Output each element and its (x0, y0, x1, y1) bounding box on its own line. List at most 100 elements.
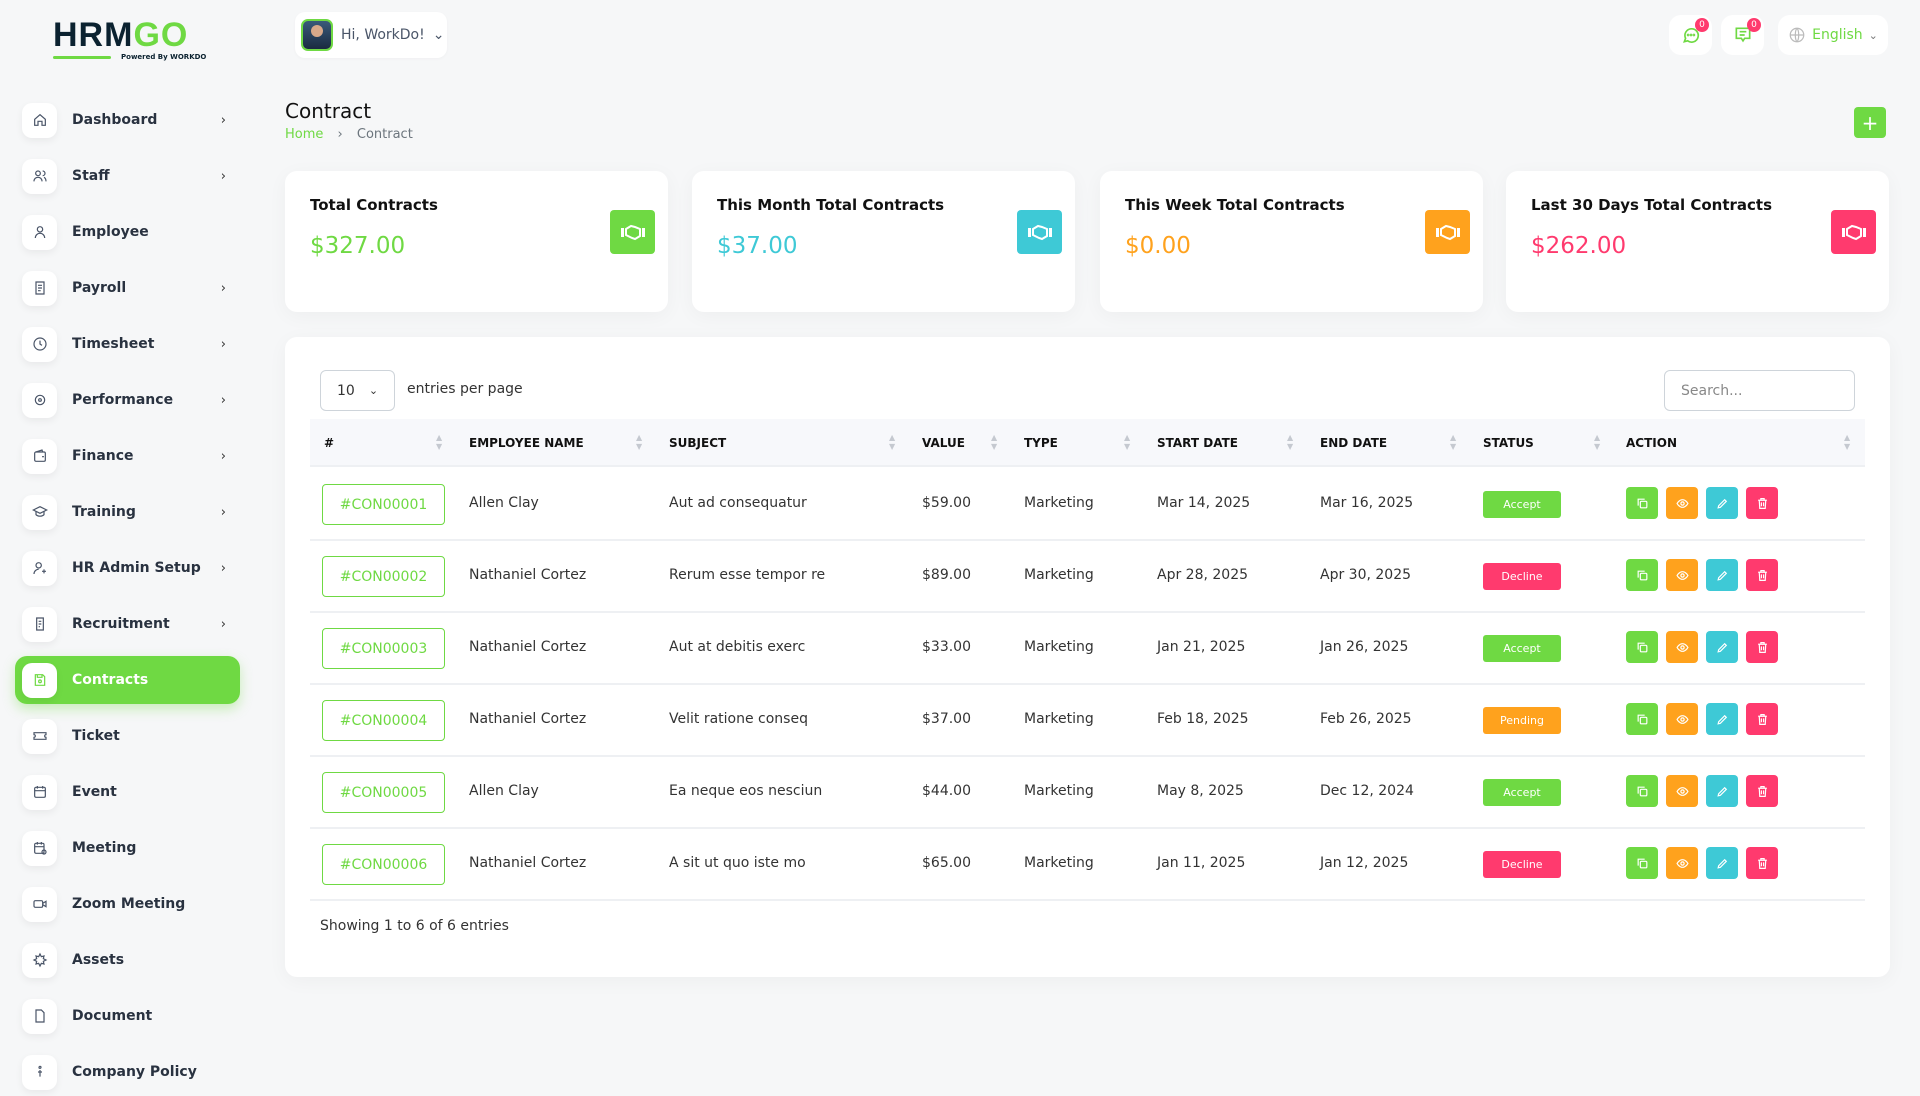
sort-icon[interactable]: ▲ ▼ (1594, 433, 1601, 451)
sidebar-item-document[interactable]: Document (15, 992, 240, 1040)
copy-button[interactable] (1626, 487, 1658, 519)
cell-type: Marketing (1024, 567, 1094, 583)
copy-button[interactable] (1626, 559, 1658, 591)
table-row: #CON00005 Allen Clay Ea neque eos nesciun $… (310, 757, 1865, 829)
sidebar-item-recruitment[interactable]: Recruitment › (15, 600, 240, 648)
breadcrumb-home[interactable]: Home (285, 127, 324, 142)
view-button[interactable] (1666, 559, 1698, 591)
sort-icon[interactable]: ▲ ▼ (991, 433, 998, 451)
chevron-right-icon: › (220, 336, 226, 352)
sidebar-item-payroll[interactable]: Payroll › (15, 264, 240, 312)
view-button[interactable] (1666, 703, 1698, 735)
delete-button[interactable] (1746, 487, 1778, 519)
sidebar-item-timesheet[interactable]: Timesheet › (15, 320, 240, 368)
sort-icon[interactable]: ▲ ▼ (1844, 433, 1851, 451)
cell-start: Mar 14, 2025 (1157, 495, 1251, 511)
view-button[interactable] (1666, 487, 1698, 519)
sidebar-item-contracts[interactable]: Contracts (15, 656, 240, 704)
edit-button[interactable] (1706, 559, 1738, 591)
edit-button[interactable] (1706, 703, 1738, 735)
cell-value: $37.00 (922, 711, 971, 727)
target-icon (22, 382, 57, 418)
sidebar-item-staff[interactable]: Staff › (15, 152, 240, 200)
sort-icon[interactable]: ▲ ▼ (636, 433, 643, 451)
edit-button[interactable] (1706, 775, 1738, 807)
sort-icon[interactable]: ▲ ▼ (1287, 433, 1294, 451)
column-header[interactable]: TYPE (1024, 436, 1058, 450)
copy-button[interactable] (1626, 775, 1658, 807)
sort-icon[interactable]: ▲ ▼ (436, 433, 443, 451)
copy-button[interactable] (1626, 847, 1658, 879)
delete-button[interactable] (1746, 559, 1778, 591)
cell-end: Mar 16, 2025 (1320, 495, 1414, 511)
sidebar-item-training[interactable]: Training › (15, 488, 240, 536)
delete-button[interactable] (1746, 775, 1778, 807)
contract-id-button[interactable]: #CON00001 (322, 484, 445, 525)
contract-id-button[interactable]: #CON00004 (322, 700, 445, 741)
search-input[interactable] (1664, 370, 1855, 411)
sidebar-item-employee[interactable]: Employee (15, 208, 240, 256)
view-button[interactable] (1666, 631, 1698, 663)
language-selector[interactable]: English ⌄ (1778, 15, 1888, 55)
edit-button[interactable] (1706, 847, 1738, 879)
sidebar-item-label: HR Admin Setup (72, 560, 201, 576)
sort-icon[interactable]: ▲ ▼ (1124, 433, 1131, 451)
calendar-icon (22, 774, 57, 810)
page-size-select[interactable]: 10 ⌄ (320, 370, 395, 411)
sort-icon[interactable]: ▲ ▼ (889, 433, 896, 451)
graduation-cap-icon (22, 494, 57, 530)
view-button[interactable] (1666, 775, 1698, 807)
status-badge: Decline (1483, 851, 1561, 878)
cell-employee: Allen Clay (469, 783, 539, 799)
policy-icon (22, 1054, 57, 1090)
copy-button[interactable] (1626, 631, 1658, 663)
user-menu[interactable]: Hi, WorkDo! ⌄ (295, 12, 447, 58)
column-header[interactable]: EMPLOYEE NAME (469, 436, 584, 450)
sidebar-item-label: Dashboard (72, 112, 158, 128)
cell-value: $44.00 (922, 783, 971, 799)
column-header[interactable]: SUBJECT (669, 436, 727, 450)
chevron-right-icon: › (220, 168, 226, 184)
view-button[interactable] (1666, 847, 1698, 879)
sidebar-item-meeting[interactable]: Meeting (15, 824, 240, 872)
delete-button[interactable] (1746, 847, 1778, 879)
greeting: Hi, WorkDo! (341, 27, 425, 43)
column-header[interactable]: END DATE (1320, 436, 1388, 450)
sidebar-item-performance[interactable]: Performance › (15, 376, 240, 424)
logo[interactable]: HRMGO Powered By WORKDO (53, 16, 207, 61)
stat-card-value: $327.00 (310, 233, 406, 259)
contract-id-button[interactable]: #CON00005 (322, 772, 445, 813)
sort-icon[interactable]: ▲ ▼ (1450, 433, 1457, 451)
sidebar-item-dashboard[interactable]: Dashboard › (15, 96, 240, 144)
cell-subject: Aut ad consequatur (669, 495, 807, 511)
column-header[interactable]: ACTION (1626, 436, 1677, 450)
sidebar-item-zoom-meeting[interactable]: Zoom Meeting (15, 880, 240, 928)
edit-button[interactable] (1706, 487, 1738, 519)
messages-button[interactable]: 0 (1669, 15, 1712, 55)
add-contract-button[interactable]: + (1854, 107, 1886, 138)
edit-button[interactable] (1706, 631, 1738, 663)
sidebar-item-assets[interactable]: Assets (15, 936, 240, 984)
delete-button[interactable] (1746, 631, 1778, 663)
sidebar-item-hr-admin-setup[interactable]: HR Admin Setup › (15, 544, 240, 592)
contract-id-button[interactable]: #CON00003 (322, 628, 445, 669)
column-header[interactable]: # (324, 436, 335, 450)
contract-id-button[interactable]: #CON00006 (322, 844, 445, 885)
copy-button[interactable] (1626, 703, 1658, 735)
column-header[interactable]: STATUS (1483, 436, 1534, 450)
sidebar-item-label: Company Policy (72, 1064, 197, 1080)
sidebar-item-company-policy[interactable]: Company Policy (15, 1048, 240, 1096)
sidebar-item-event[interactable]: Event (15, 768, 240, 816)
contract-id-button[interactable]: #CON00002 (322, 556, 445, 597)
column-header[interactable]: START DATE (1157, 436, 1238, 450)
column-header[interactable]: VALUE (922, 436, 965, 450)
wallet-icon (22, 438, 57, 474)
user-plus-icon (22, 550, 57, 586)
status-badge: Accept (1483, 635, 1561, 662)
sidebar-item-finance[interactable]: Finance › (15, 432, 240, 480)
page-title: Contract (285, 99, 372, 123)
notifications-button[interactable]: 0 (1721, 15, 1764, 55)
chevron-right-icon: › (220, 392, 226, 408)
sidebar-item-ticket[interactable]: Ticket (15, 712, 240, 760)
delete-button[interactable] (1746, 703, 1778, 735)
